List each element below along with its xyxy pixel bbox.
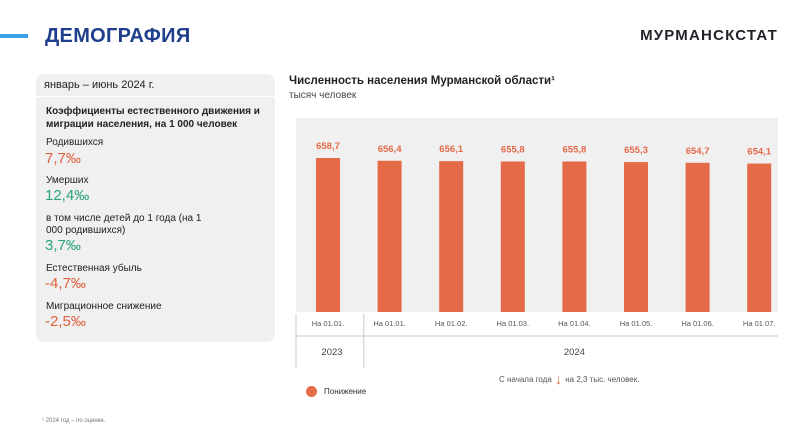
bar-value-label: 658,7 (316, 141, 340, 152)
x-tick-label: На 01.03. (497, 319, 530, 328)
stat-label-natural-decline: Естественная убыль (46, 263, 142, 274)
bar (624, 162, 648, 312)
stat-label-infant-deaths: в том числе детей до 1 года (на 1 000 ро… (46, 213, 202, 236)
x-tick-label: На 01.05. (620, 319, 653, 328)
trend-note-suffix: на 2,3 тыс. человек. (565, 375, 640, 384)
bar-value-label: 655,8 (563, 144, 587, 155)
legend-swatch-decline (306, 386, 317, 397)
trend-note: С начала года ↓ на 2,3 тыс. человек. (499, 371, 639, 387)
x-tick-label: На 01.06. (681, 319, 714, 328)
bar-value-label: 654,7 (686, 146, 710, 157)
trend-note-prefix: С начала года (499, 375, 552, 384)
bar-value-label: 656,4 (378, 144, 402, 155)
bar-value-label: 654,1 (747, 147, 771, 158)
bar (500, 161, 525, 312)
bar-value-label: 656,1 (439, 144, 463, 155)
down-arrow-icon: ↓ (555, 371, 563, 387)
stat-value-deaths: 12,4‰ (45, 187, 90, 204)
bar-value-label: 655,3 (624, 145, 648, 156)
bar (562, 161, 587, 312)
x-tick-label: На 01.02. (435, 319, 468, 328)
bar (377, 160, 402, 312)
chart-title: Численность населения Мурманской области… (289, 75, 555, 87)
x-tick-label: На 01.04. (558, 319, 591, 328)
stat-label-migration-decline: Миграционное снижение (46, 301, 162, 312)
year-label-2023: 2023 (321, 347, 342, 358)
panel-heading: Коэффициенты естественного движения и ми… (46, 106, 260, 130)
stat-label-births: Родившихся (46, 137, 104, 148)
stats-panel: январь – июнь 2024 г. Коэффициенты естес… (36, 74, 275, 342)
page-title: ДЕМОГРАФИЯ (45, 25, 191, 47)
bar (747, 163, 772, 312)
year-label-2024: 2024 (564, 347, 585, 358)
bar (685, 162, 710, 312)
bar (316, 158, 340, 312)
stat-value-infant-deaths: 3,7‰ (45, 237, 81, 254)
x-tick-label: На 01.01. (373, 319, 406, 328)
bar-value-label: 655,8 (501, 144, 525, 155)
header-accent-bar (0, 34, 28, 38)
legend-label-decline: Понижение (324, 387, 367, 396)
chart-subtitle: тысяч человек (289, 90, 357, 101)
stat-value-natural-decline: -4,7‰ (45, 275, 86, 292)
panel-period: январь – июнь 2024 г. (44, 79, 155, 91)
stat-value-migration-decline: -2,5‰ (45, 313, 86, 330)
x-tick-label: На 01.01. (312, 319, 345, 328)
stat-value-births: 7,7‰ (45, 150, 81, 167)
brand-logo: МУРМАНСКСТАТ (640, 27, 778, 44)
footnote: ¹ 2024 год – по оценке. (42, 418, 106, 424)
stat-label-deaths: Умерших (46, 175, 89, 186)
bar (439, 161, 464, 312)
x-tick-label: На 01.07. (743, 319, 776, 328)
panel-divider (36, 96, 275, 97)
